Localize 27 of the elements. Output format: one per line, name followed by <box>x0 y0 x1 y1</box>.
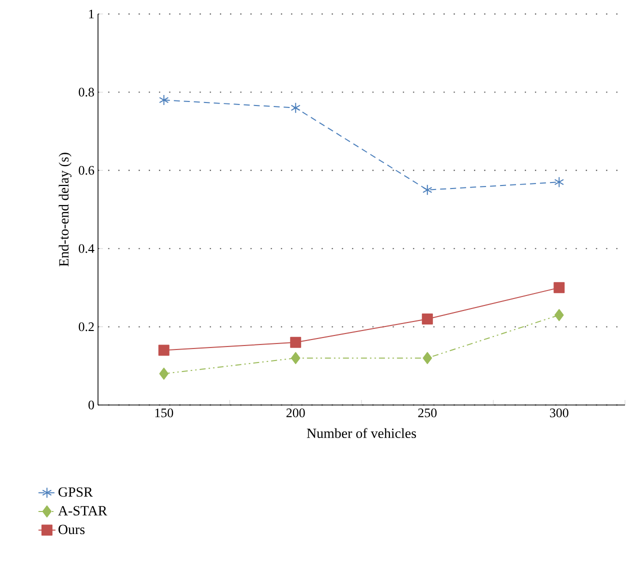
point <box>290 102 300 114</box>
point <box>159 368 169 380</box>
x-tick-label: 250 <box>418 408 437 418</box>
point <box>422 352 432 364</box>
point <box>159 94 169 106</box>
y-tick-label: 0.8 <box>78 88 94 97</box>
x-tick-label: 300 <box>550 408 568 418</box>
y-tick-label: 0.4 <box>78 244 94 253</box>
legend-label: GPSR <box>58 487 93 497</box>
y-tick-label: 0 <box>88 400 94 410</box>
x-axis-title: Number of vehicles <box>306 428 416 438</box>
point <box>290 336 302 348</box>
point <box>554 282 565 294</box>
x-tick-label: 150 <box>155 408 174 418</box>
x-tick-label: 200 <box>286 408 305 418</box>
y-tick-label: 1 <box>89 10 94 18</box>
y-tick-label: 0.2 <box>78 322 94 332</box>
y-tick-label: 0.6 <box>78 166 94 175</box>
point <box>158 344 170 356</box>
point <box>291 352 300 364</box>
point <box>554 176 564 188</box>
legend-label: Ours <box>58 524 85 534</box>
legend-label: A-STAR <box>58 506 108 516</box>
y-axis-title: End-to-end delay (s) <box>58 152 72 266</box>
point <box>554 309 564 322</box>
point <box>422 313 433 324</box>
point <box>422 184 432 196</box>
